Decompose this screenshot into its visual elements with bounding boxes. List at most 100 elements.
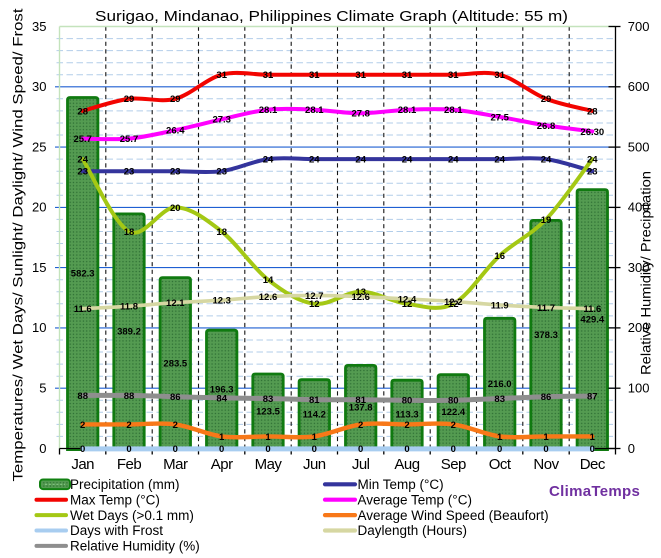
svg-text:12.2: 12.2 (444, 297, 463, 308)
svg-text:28.1: 28.1 (444, 105, 463, 116)
svg-text:29: 29 (124, 94, 135, 105)
svg-text:Precipitation (mm): Precipitation (mm) (70, 477, 180, 492)
svg-text:13: 13 (355, 287, 366, 298)
svg-text:700: 700 (628, 19, 650, 34)
svg-text:83: 83 (263, 394, 274, 405)
svg-text:Surigao, Mindanao, Philippines: Surigao, Mindanao, Philippines Climate G… (95, 9, 568, 25)
svg-text:11.9: 11.9 (491, 300, 509, 311)
svg-text:2: 2 (80, 420, 85, 431)
svg-text:28.1: 28.1 (305, 105, 324, 116)
svg-text:Jul: Jul (352, 456, 370, 473)
svg-text:83: 83 (494, 394, 505, 405)
svg-text:2: 2 (126, 420, 131, 431)
svg-text:196.3: 196.3 (210, 385, 234, 396)
svg-text:80: 80 (448, 396, 459, 407)
svg-text:1: 1 (497, 432, 503, 443)
svg-text:88: 88 (77, 391, 88, 402)
svg-text:May: May (255, 456, 283, 473)
svg-text:15: 15 (32, 260, 46, 275)
svg-text:28.1: 28.1 (398, 105, 417, 116)
svg-text:24: 24 (448, 155, 459, 166)
svg-text:25.7: 25.7 (73, 134, 92, 145)
svg-text:0: 0 (312, 444, 317, 455)
svg-text:2: 2 (358, 420, 363, 431)
svg-text:113.3: 113.3 (395, 410, 418, 421)
svg-text:Average Wind Speed (Beaufort): Average Wind Speed (Beaufort) (358, 508, 549, 523)
svg-text:Days with Frost: Days with Frost (70, 523, 163, 538)
svg-text:16: 16 (494, 251, 505, 262)
svg-text:25.7: 25.7 (120, 134, 139, 145)
svg-text:Jun: Jun (303, 456, 326, 473)
svg-text:Relative Humidity (%): Relative Humidity (%) (70, 539, 200, 554)
svg-text:600: 600 (628, 79, 650, 94)
svg-text:31: 31 (355, 70, 366, 81)
svg-text:0: 0 (265, 444, 270, 455)
svg-text:23: 23 (587, 167, 598, 178)
svg-text:Wet Days (>0.1 mm): Wet Days (>0.1 mm) (70, 508, 194, 523)
svg-text:300: 300 (628, 260, 650, 275)
svg-text:20: 20 (32, 200, 46, 215)
svg-text:87: 87 (587, 392, 598, 403)
svg-text:123.5: 123.5 (256, 407, 280, 418)
svg-text:Daylength (Hours): Daylength (Hours) (358, 523, 468, 538)
svg-text:11.7: 11.7 (537, 303, 555, 314)
svg-text:Average Temp (°C): Average Temp (°C) (358, 492, 472, 507)
svg-text:0: 0 (39, 441, 46, 456)
svg-text:500: 500 (628, 139, 650, 154)
svg-text:86: 86 (170, 392, 181, 403)
svg-text:2: 2 (404, 420, 409, 431)
svg-text:27.3: 27.3 (212, 115, 231, 126)
svg-text:26.30: 26.30 (580, 127, 604, 138)
svg-text:24: 24 (494, 155, 505, 166)
svg-text:216.0: 216.0 (488, 379, 512, 390)
svg-text:24: 24 (541, 155, 552, 166)
svg-text:1: 1 (312, 432, 318, 443)
svg-text:27.8: 27.8 (351, 109, 370, 120)
svg-text:1: 1 (543, 432, 549, 443)
svg-text:12.4: 12.4 (398, 294, 417, 305)
svg-text:Dec: Dec (580, 456, 606, 473)
svg-text:Feb: Feb (117, 456, 142, 473)
svg-text:137.8: 137.8 (349, 402, 373, 413)
svg-text:23: 23 (170, 167, 181, 178)
svg-text:31: 31 (494, 70, 505, 81)
svg-text:12: 12 (448, 299, 459, 310)
svg-text:Temperatures/ Wet Days/ Sunlig: Temperatures/ Wet Days/ Sunlight/ Daylig… (10, 8, 25, 481)
svg-text:31: 31 (309, 70, 320, 81)
svg-text:19: 19 (541, 215, 552, 226)
svg-text:84: 84 (216, 393, 227, 404)
svg-text:0: 0 (80, 444, 85, 455)
svg-text:12.1: 12.1 (166, 298, 185, 309)
svg-text:14: 14 (263, 275, 274, 286)
svg-text:24: 24 (402, 155, 413, 166)
svg-text:35: 35 (32, 19, 46, 34)
svg-text:23: 23 (77, 167, 88, 178)
svg-text:0: 0 (173, 444, 178, 455)
svg-text:200: 200 (628, 320, 650, 335)
svg-text:0: 0 (543, 444, 548, 455)
svg-text:31: 31 (402, 70, 413, 81)
svg-text:283.5: 283.5 (163, 358, 187, 369)
svg-text:Relative Humidity/ Precipitati: Relative Humidity/ Precipitation (639, 171, 654, 375)
svg-text:24: 24 (587, 155, 598, 166)
svg-text:24: 24 (355, 155, 366, 166)
svg-text:0: 0 (451, 444, 456, 455)
svg-text:2: 2 (451, 420, 456, 431)
svg-text:81: 81 (309, 395, 320, 406)
svg-text:12.3: 12.3 (212, 296, 231, 307)
svg-text:18: 18 (124, 227, 135, 238)
svg-text:ClimaTemps: ClimaTemps (549, 483, 640, 500)
svg-text:429.4: 429.4 (580, 315, 604, 326)
svg-text:28.1: 28.1 (259, 105, 278, 116)
svg-text:20: 20 (170, 203, 181, 214)
svg-text:30: 30 (32, 79, 46, 94)
svg-text:26.4: 26.4 (166, 126, 185, 137)
svg-text:5: 5 (39, 381, 46, 396)
svg-text:Sep: Sep (441, 456, 466, 473)
svg-text:11.6: 11.6 (583, 304, 601, 315)
svg-text:28: 28 (77, 106, 88, 117)
svg-text:Oct: Oct (489, 456, 512, 473)
svg-text:25: 25 (32, 139, 46, 154)
svg-text:12: 12 (402, 299, 413, 310)
svg-text:88: 88 (124, 391, 135, 402)
